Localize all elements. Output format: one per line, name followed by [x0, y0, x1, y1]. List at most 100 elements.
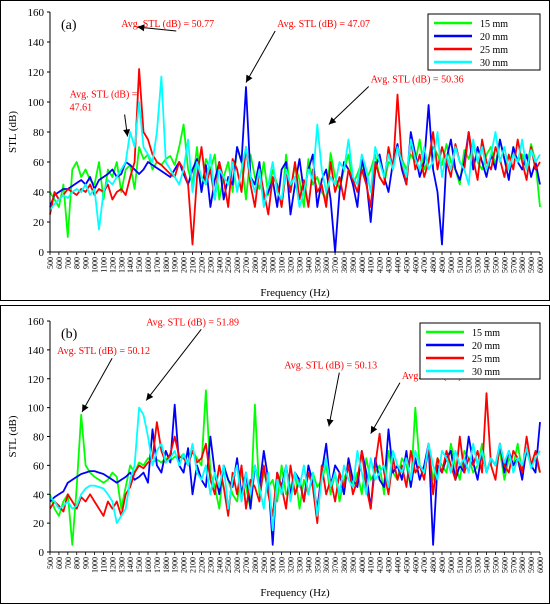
x-tick-label: 4200 — [376, 257, 385, 273]
x-tick-label: 5400 — [483, 557, 492, 573]
x-tick-label: 4200 — [376, 557, 385, 573]
annotation-text: 47.61 — [70, 103, 93, 114]
x-tick-label: 2100 — [189, 257, 198, 273]
x-tick-label: 3400 — [304, 257, 313, 273]
legend-label: 30 mm — [480, 58, 508, 69]
x-tick-label: 1500 — [135, 557, 144, 573]
x-tick-label: 1700 — [153, 557, 162, 573]
x-tick-label: 1600 — [144, 557, 153, 573]
x-tick-label: 2800 — [251, 257, 260, 273]
x-tick-label: 1000 — [91, 557, 100, 573]
x-tick-label: 5900 — [527, 557, 536, 573]
series-line-30-mm — [49, 75, 541, 231]
y-axis-label: STL (dB) — [7, 111, 19, 153]
x-tick-label: 900 — [82, 257, 91, 269]
x-tick-label: 3000 — [269, 557, 278, 573]
legend-label: 15 mm — [472, 328, 500, 339]
x-tick-label: 3200 — [287, 257, 296, 273]
x-tick-label: 2600 — [233, 557, 242, 573]
x-tick-label: 3000 — [269, 257, 278, 273]
x-tick-label: 3300 — [295, 257, 304, 273]
x-tick-label: 1000 — [91, 257, 100, 273]
panel-label: (b) — [61, 327, 78, 342]
y-tick-label: 0 — [39, 547, 45, 559]
chart-panel-0: 0 20 40 60 80 100 120 140 160 500 600 700 800 900 1000… — [0, 0, 550, 301]
x-tick-label: 3300 — [295, 557, 304, 573]
x-tick-label: 6000 — [536, 257, 545, 273]
x-tick-label: 2500 — [224, 557, 233, 573]
annotation-arrow — [370, 382, 401, 434]
x-tick-label: 5500 — [491, 257, 500, 273]
x-tick-label: 2000 — [180, 257, 189, 273]
x-tick-label: 1800 — [162, 257, 171, 273]
x-tick-label: 500 — [46, 557, 55, 569]
x-tick-label: 2600 — [233, 257, 242, 273]
x-tick-label: 4400 — [393, 257, 402, 273]
y-tick-label: 0 — [39, 247, 45, 259]
x-tick-label: 5200 — [465, 557, 474, 573]
series-line-20-mm — [49, 86, 541, 253]
annotation-text: Avg. STL (dB) = 47.07 — [277, 19, 370, 30]
x-tick-label: 2500 — [224, 257, 233, 273]
x-axis-label: Frequency (Hz) — [260, 587, 330, 599]
x-tick-label: 5100 — [456, 557, 465, 573]
chart-panel-1: 0 20 40 60 80 100 120 140 160 500 600 700 800 900 1000… — [0, 305, 550, 604]
x-tick-label: 3900 — [349, 557, 358, 573]
annotation-arrow — [245, 30, 276, 83]
x-tick-label: 6000 — [536, 557, 545, 573]
y-tick-label: 100 — [28, 97, 45, 109]
series-line-25-mm — [49, 392, 541, 524]
x-tick-label: 2700 — [242, 257, 251, 273]
x-tick-label: 5700 — [509, 557, 518, 573]
x-tick-label: 2400 — [215, 557, 224, 573]
x-tick-label: 5000 — [447, 257, 456, 273]
x-tick-label: 3700 — [331, 257, 340, 273]
x-tick-label: 4600 — [411, 557, 420, 573]
x-tick-label: 5800 — [518, 557, 527, 573]
x-tick-label: 2900 — [260, 257, 269, 273]
x-tick-label: 700 — [64, 557, 73, 569]
x-tick-label: 4500 — [402, 557, 411, 573]
legend-label: 25 mm — [472, 354, 500, 365]
x-tick-label: 1400 — [126, 557, 135, 573]
annotation-text: Avg. STL (dB) = 50.13 — [284, 361, 377, 372]
x-tick-label: 5300 — [474, 257, 483, 273]
y-tick-label: 80 — [33, 127, 45, 139]
y-tick-label: 40 — [33, 187, 45, 199]
x-tick-label: 3100 — [278, 557, 287, 573]
legend: 15 mm 20 mm 25 mm 30 mm — [427, 13, 541, 71]
x-tick-label: 4300 — [385, 557, 394, 573]
y-tick-label: 80 — [33, 432, 45, 444]
x-tick-label: 3800 — [340, 257, 349, 273]
annotation-arrowhead — [328, 117, 337, 125]
x-tick-label: 1600 — [144, 257, 153, 273]
annotation-arrow — [81, 357, 113, 413]
x-tick-label: 1900 — [171, 257, 180, 273]
annotation-text: Avg. STL (dB) = 50.36 — [371, 75, 464, 86]
legend-label: 15 mm — [480, 19, 508, 30]
x-tick-label: 5100 — [456, 257, 465, 273]
x-tick-label: 4100 — [367, 557, 376, 573]
x-tick-label: 1400 — [126, 257, 135, 273]
x-tick-label: 4700 — [420, 557, 429, 573]
x-tick-label: 4400 — [393, 557, 402, 573]
x-tick-label: 800 — [73, 257, 82, 269]
x-tick-label: 3500 — [313, 557, 322, 573]
legend-label: 30 mm — [472, 367, 500, 378]
annotation-text: Avg. STL (dB) = 50.12 — [57, 346, 150, 357]
x-tick-label: 4000 — [358, 257, 367, 273]
legend-label: 20 mm — [472, 341, 500, 352]
x-tick-label: 2100 — [189, 557, 198, 573]
annotation-arrow — [328, 86, 370, 125]
x-tick-label: 5900 — [527, 257, 536, 273]
legend-label: 25 mm — [480, 45, 508, 56]
x-tick-label: 1500 — [135, 257, 144, 273]
annotation-arrow — [328, 372, 340, 427]
series-group — [49, 389, 541, 546]
x-tick-label: 1100 — [99, 557, 108, 573]
y-tick-label: 120 — [28, 67, 45, 79]
x-tick-label: 1200 — [108, 557, 117, 573]
x-tick-label: 600 — [55, 557, 64, 569]
